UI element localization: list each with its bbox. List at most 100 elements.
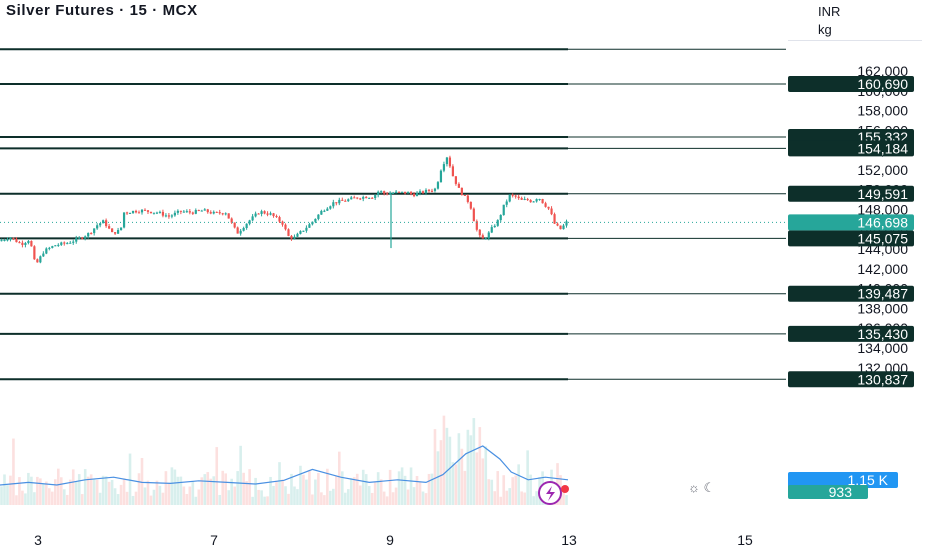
candle-body — [12, 237, 15, 239]
sun-icon[interactable]: ☼ — [688, 480, 700, 495]
level-tag — [788, 371, 914, 388]
candle-body — [284, 224, 287, 230]
candle-body — [224, 213, 227, 215]
candle-body — [230, 218, 233, 223]
level-tag-label: 130,837 — [857, 371, 908, 387]
candle-body — [556, 223, 559, 226]
candle-body — [158, 211, 162, 213]
volume-bar — [104, 476, 108, 505]
volume-bar — [505, 490, 509, 505]
volume-bar — [39, 478, 42, 505]
candle-body — [191, 212, 194, 214]
candle-body — [81, 237, 84, 239]
volume-bar — [9, 475, 12, 505]
level-tag-label: 135,430 — [857, 326, 908, 342]
volume-bar — [173, 469, 177, 505]
flash-icon[interactable] — [538, 481, 569, 505]
candle-body — [421, 191, 425, 194]
volume-bar — [242, 472, 245, 505]
candle-body — [75, 238, 78, 242]
volume-bar — [445, 427, 449, 505]
currency-label[interactable]: INR — [818, 4, 841, 19]
volume-bar — [98, 492, 102, 505]
volume-ma-tag — [788, 485, 868, 499]
candle-body — [27, 241, 30, 244]
volume-bar — [284, 486, 287, 505]
candle-body — [377, 191, 380, 196]
unit-box — [788, 0, 922, 41]
candle-body — [415, 192, 419, 197]
level-tag-label: 149,591 — [857, 186, 908, 202]
volume-bar — [54, 479, 57, 505]
volume-bar — [484, 446, 488, 505]
volume-bar — [0, 486, 3, 505]
candle-body — [105, 220, 108, 227]
level-tag — [788, 75, 914, 92]
volume-bar — [194, 496, 198, 505]
volume-bar — [212, 476, 216, 505]
volume-bar — [394, 487, 398, 505]
candle-body — [212, 211, 215, 214]
candle-body — [553, 214, 556, 224]
volume-ma-line — [0, 445, 569, 486]
candle-body — [260, 211, 263, 214]
volume-bar — [311, 494, 314, 505]
candle-body — [113, 232, 117, 234]
volume-bar — [526, 450, 529, 505]
volume-bar — [296, 489, 299, 505]
volume-bar — [346, 489, 350, 505]
volume-bar — [340, 471, 344, 505]
volume-bar — [433, 429, 437, 505]
volume-bar — [137, 473, 141, 505]
last-price-tag — [788, 214, 914, 231]
volume-bar — [305, 479, 308, 505]
candle-body — [436, 182, 440, 189]
volume-bar — [197, 489, 201, 505]
time-axis[interactable]: 3 7 9 13 15 — [34, 532, 753, 548]
candle-body — [302, 230, 305, 232]
volume-bar — [248, 469, 251, 505]
volume-bar — [200, 477, 204, 505]
candle-body — [137, 212, 141, 214]
candle-body — [269, 213, 272, 215]
volume-bar — [442, 415, 446, 505]
volume-bar — [164, 471, 168, 505]
candle-body — [511, 194, 514, 196]
volume-bar — [496, 471, 500, 505]
level-tag-label: 145,075 — [857, 230, 908, 246]
session-icons[interactable]: ☼ ☾ — [688, 480, 715, 496]
candle-body — [131, 210, 135, 213]
volume-ma-tag-label: 933 — [829, 484, 853, 500]
candle-body — [523, 198, 526, 200]
candle-body — [84, 236, 87, 239]
price-tick-label: 162,000 — [857, 63, 908, 79]
volume-bar — [349, 478, 353, 505]
candle-body — [433, 188, 437, 191]
volume-tag-label: 1.15 K — [848, 472, 889, 488]
volume-bar — [508, 488, 512, 505]
volume-bar — [415, 476, 419, 505]
volume-bar — [523, 492, 526, 505]
candle-body — [21, 242, 24, 245]
candle-body — [57, 244, 60, 246]
moon-icon[interactable]: ☾ — [703, 480, 716, 495]
volume-bar — [227, 490, 230, 505]
volume-bar — [308, 470, 311, 505]
volume-bar — [182, 486, 186, 505]
candle-body — [188, 211, 191, 213]
level-tag — [788, 285, 914, 302]
volume-bar — [460, 448, 464, 505]
unit-label[interactable]: kg — [818, 22, 832, 37]
candle-body — [487, 232, 490, 239]
candle-body — [397, 191, 401, 193]
volume-bar — [122, 478, 126, 505]
volume-bar — [281, 479, 284, 505]
candle-body — [520, 198, 523, 200]
volume-bar — [62, 489, 66, 505]
volume-bar — [251, 496, 254, 505]
volume-bar — [260, 490, 263, 505]
candle-body — [463, 194, 466, 196]
candle-body — [90, 233, 93, 235]
volume-bar — [278, 462, 281, 505]
